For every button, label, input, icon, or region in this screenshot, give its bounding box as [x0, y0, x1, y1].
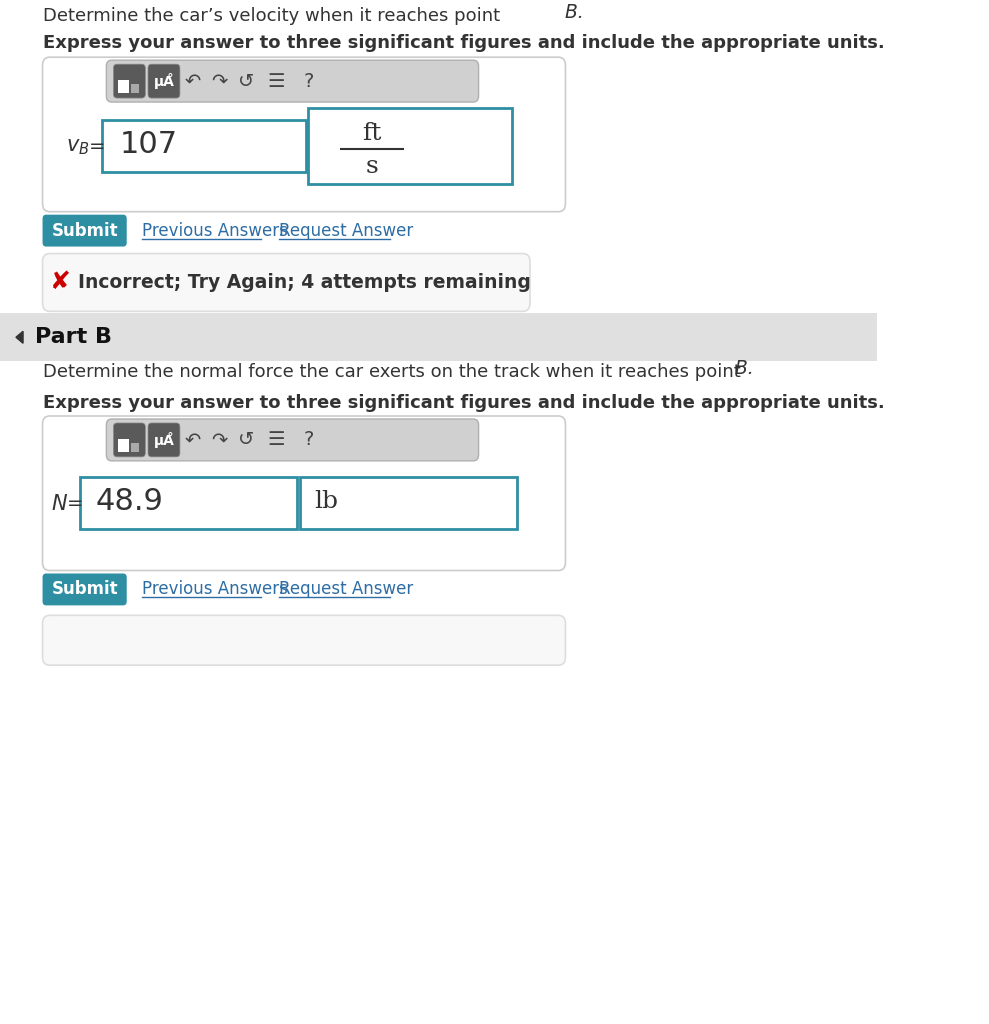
Bar: [118, 80, 130, 93]
Text: μÅ: μÅ: [153, 432, 174, 447]
Text: 48.9: 48.9: [96, 487, 163, 516]
Text: ↺: ↺: [238, 72, 254, 90]
FancyBboxPatch shape: [43, 57, 566, 212]
FancyBboxPatch shape: [43, 615, 566, 666]
FancyBboxPatch shape: [43, 254, 530, 311]
Bar: [118, 439, 130, 452]
FancyBboxPatch shape: [43, 573, 127, 605]
FancyBboxPatch shape: [107, 419, 479, 461]
Text: ?: ?: [304, 72, 314, 90]
Text: ?: ?: [304, 430, 314, 450]
Text: ✘: ✘: [49, 270, 71, 295]
Text: Request Answer: Request Answer: [279, 581, 413, 598]
Text: $N$: $N$: [51, 494, 68, 514]
Bar: [132, 443, 139, 452]
FancyBboxPatch shape: [107, 60, 479, 102]
Text: Submit: Submit: [51, 581, 118, 598]
Text: Determine the car’s velocity when it reaches point: Determine the car’s velocity when it rea…: [43, 7, 505, 26]
FancyBboxPatch shape: [43, 215, 127, 247]
Bar: [300, 477, 516, 528]
Text: Determine the normal force the car exerts on the track when it reaches point: Determine the normal force the car exert…: [43, 364, 746, 381]
Text: Previous Answers: Previous Answers: [141, 581, 288, 598]
FancyBboxPatch shape: [148, 65, 180, 98]
Text: $B$.: $B$.: [734, 360, 753, 378]
FancyBboxPatch shape: [148, 423, 180, 457]
Text: ↷: ↷: [212, 430, 228, 450]
Bar: [309, 108, 512, 183]
Text: =: =: [89, 137, 105, 157]
Polygon shape: [16, 332, 23, 343]
Text: Request Answer: Request Answer: [279, 221, 413, 240]
FancyBboxPatch shape: [114, 423, 145, 457]
Text: Express your answer to three significant figures and include the appropriate uni: Express your answer to three significant…: [43, 394, 884, 412]
Text: lb: lb: [315, 490, 338, 513]
Bar: [80, 477, 297, 528]
Text: ↶: ↶: [185, 72, 202, 90]
Text: =: =: [66, 495, 83, 513]
Text: $v_B$: $v_B$: [66, 137, 90, 157]
FancyBboxPatch shape: [114, 65, 145, 98]
Text: Incorrect; Try Again; 4 attempts remaining: Incorrect; Try Again; 4 attempts remaini…: [78, 273, 531, 292]
Text: ↶: ↶: [185, 430, 202, 450]
Bar: [102, 120, 306, 172]
Bar: [132, 84, 139, 93]
Text: μÅ: μÅ: [153, 73, 174, 89]
Text: ☰: ☰: [268, 72, 285, 90]
Text: ↺: ↺: [238, 430, 254, 450]
FancyBboxPatch shape: [43, 416, 566, 570]
Text: 107: 107: [120, 130, 178, 160]
Text: ft: ft: [363, 123, 382, 145]
Bar: [0, 313, 876, 361]
Text: ☰: ☰: [268, 430, 285, 450]
Text: Express your answer to three significant figures and include the appropriate uni: Express your answer to three significant…: [43, 34, 884, 52]
Text: s: s: [366, 156, 379, 178]
Text: Submit: Submit: [51, 221, 118, 240]
Text: $B$.: $B$.: [564, 4, 583, 23]
Text: Previous Answers: Previous Answers: [141, 221, 288, 240]
Text: Part B: Part B: [36, 328, 113, 347]
Text: ↷: ↷: [212, 72, 228, 90]
